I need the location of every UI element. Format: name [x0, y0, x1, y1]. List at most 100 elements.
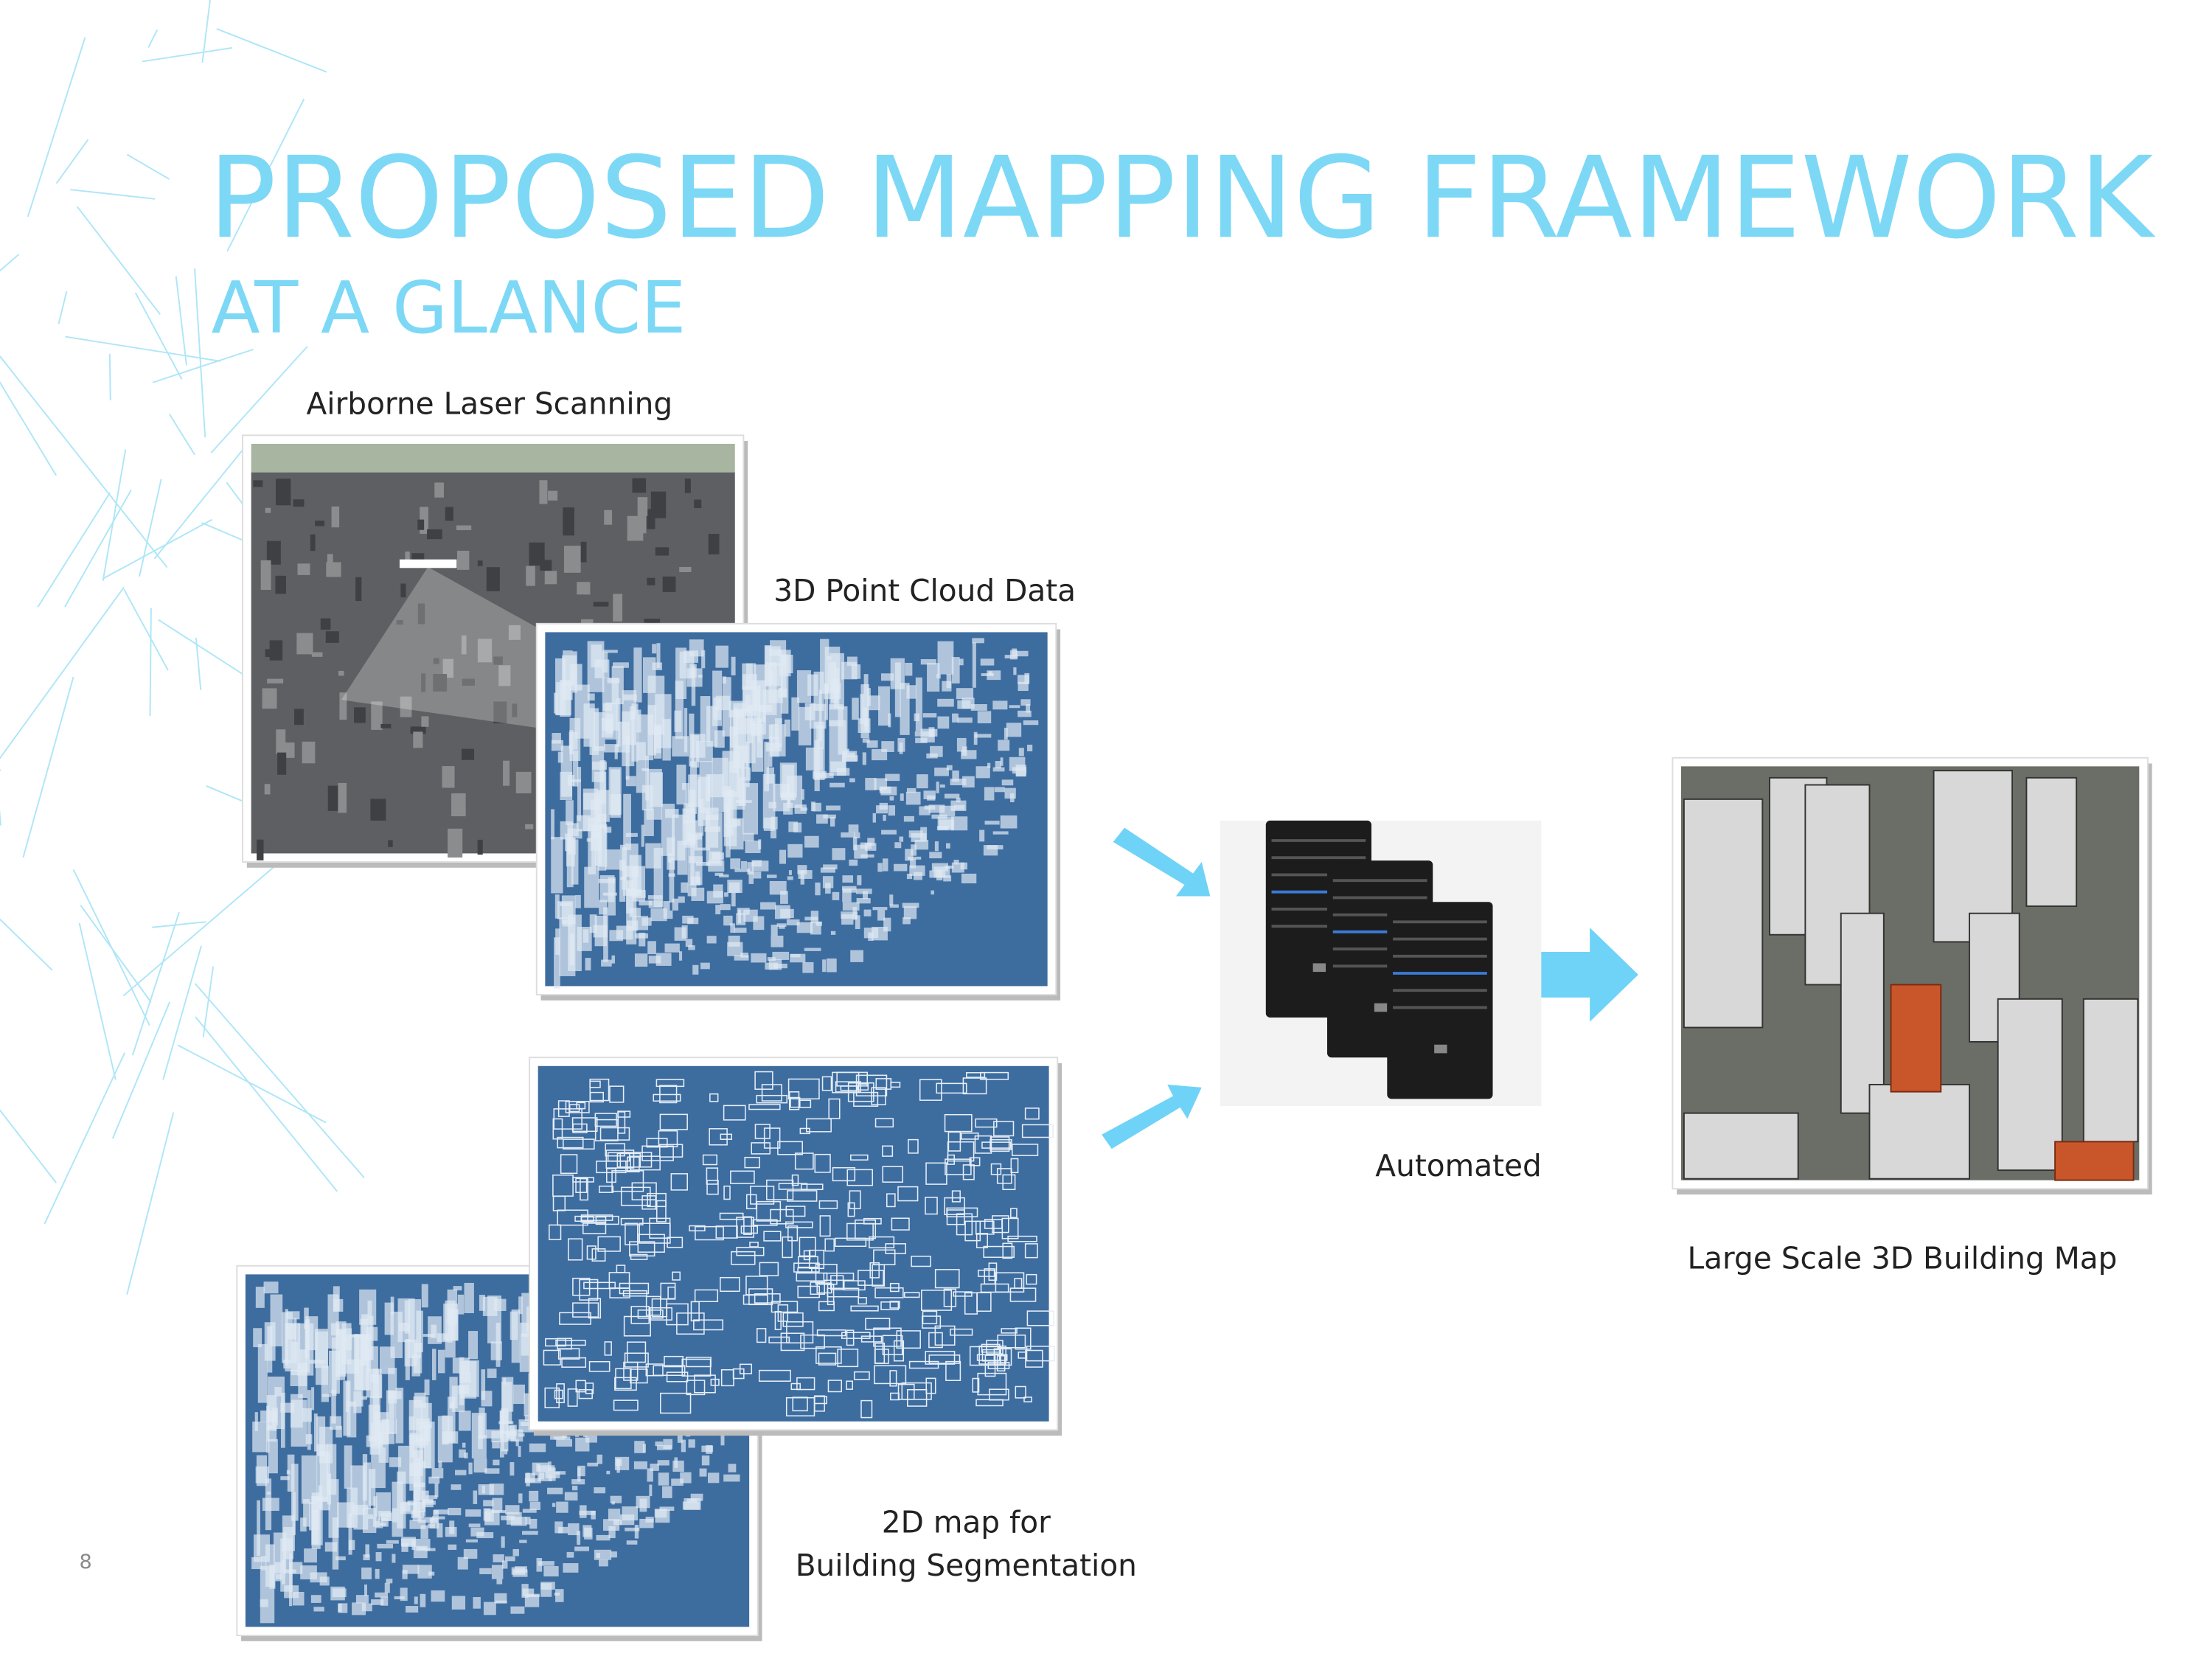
point [571, 1485, 578, 1491]
outline [575, 1178, 588, 1193]
point [585, 958, 591, 971]
point [897, 737, 905, 752]
point [730, 858, 741, 869]
point [987, 845, 1004, 850]
outline [641, 1145, 674, 1161]
point [292, 1492, 296, 1535]
outline [945, 1158, 972, 1175]
outline [554, 1389, 563, 1399]
point [602, 678, 619, 731]
point [492, 1498, 503, 1512]
point [911, 844, 917, 856]
point [950, 778, 967, 786]
point [386, 1579, 393, 1584]
outline [1001, 1328, 1018, 1334]
point [639, 1518, 654, 1528]
point [459, 1357, 465, 1405]
outline [972, 1377, 980, 1393]
point [731, 892, 736, 907]
outline [619, 1152, 653, 1168]
outline [1010, 1208, 1018, 1219]
point [917, 774, 928, 789]
point [939, 819, 955, 830]
outline [928, 1354, 961, 1364]
point [611, 955, 616, 964]
outline [908, 1360, 939, 1369]
point [931, 890, 934, 895]
point [473, 1490, 478, 1504]
point [708, 860, 725, 872]
building [421, 716, 429, 727]
wire [152, 921, 206, 928]
step-label: Building Segmentation [796, 1548, 1137, 1583]
outline [667, 1237, 684, 1248]
wire [122, 866, 274, 997]
point [883, 917, 891, 932]
point [729, 726, 739, 773]
point [290, 1394, 303, 1428]
wire [226, 98, 305, 252]
outline [619, 1282, 650, 1295]
highlight-building [2054, 1141, 2135, 1181]
point [468, 1462, 473, 1475]
point [889, 796, 894, 801]
building [411, 553, 425, 560]
point [787, 876, 793, 880]
point [324, 1542, 338, 1552]
outline [589, 1078, 610, 1102]
outline [964, 1292, 978, 1315]
outline [686, 1380, 706, 1396]
point [501, 1515, 515, 1520]
outline [609, 1085, 625, 1103]
point [728, 700, 743, 718]
outline [786, 1321, 814, 1344]
point [571, 839, 579, 885]
point [389, 1457, 402, 1467]
point [658, 1472, 669, 1486]
wire [80, 905, 152, 1003]
step-label: 3D Point Cloud Data [773, 573, 1076, 608]
point [656, 1444, 672, 1450]
point [723, 1474, 740, 1482]
point [913, 872, 923, 880]
point [609, 930, 624, 942]
point [434, 1509, 449, 1514]
point [854, 832, 860, 838]
outline [869, 1236, 895, 1249]
outline [907, 1388, 928, 1407]
point [881, 741, 894, 752]
wire [131, 911, 180, 1056]
point [481, 1485, 485, 1494]
building [354, 707, 366, 723]
wire [0, 586, 125, 759]
point [639, 900, 653, 905]
point [937, 698, 954, 707]
point [689, 713, 695, 767]
point [737, 747, 745, 806]
outline [620, 1217, 644, 1225]
point [701, 1445, 714, 1453]
point [633, 1461, 647, 1470]
building [427, 529, 442, 540]
outline [706, 1167, 719, 1185]
building [433, 658, 439, 664]
point [1012, 648, 1018, 656]
point [804, 947, 821, 951]
point [915, 737, 928, 743]
outline [766, 1179, 794, 1200]
outline [889, 1370, 897, 1387]
wire [58, 291, 68, 324]
point [877, 910, 886, 921]
point [577, 767, 582, 821]
point [906, 685, 917, 699]
point [911, 832, 927, 842]
point [1023, 720, 1039, 726]
wire [210, 346, 308, 453]
building [388, 840, 393, 847]
point [375, 1492, 392, 1517]
outline [659, 1392, 692, 1414]
point [420, 1525, 428, 1539]
outline [980, 1071, 1009, 1080]
outline [720, 1133, 732, 1140]
point [519, 1540, 527, 1543]
